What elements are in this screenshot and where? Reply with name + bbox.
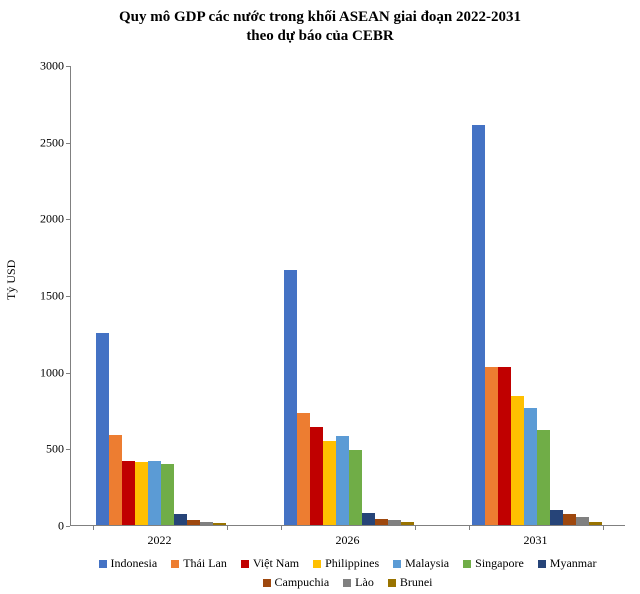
legend-label: Campuchia [275,575,330,590]
legend-label: Việt Nam [253,556,299,571]
x-tick-label: 2022 [148,533,172,548]
legend-item: Thái Lan [171,556,227,571]
x-tick-label: 2026 [336,533,360,548]
legend-label: Indonesia [111,556,158,571]
bar [550,510,563,525]
legend-swatch [99,560,107,568]
bar [310,427,323,525]
y-tick-label: 500 [24,442,64,457]
bar [362,513,375,525]
y-tick-label: 1500 [24,289,64,304]
y-tick-label: 0 [24,519,64,534]
bar [323,441,336,525]
y-tick-mark [66,296,70,297]
bar [401,522,414,525]
x-tick-mark [281,526,282,530]
y-tick-label: 3000 [24,59,64,74]
bar [161,464,174,525]
bar [388,520,401,525]
legend-item: Indonesia [99,556,158,571]
legend-swatch [463,560,471,568]
y-tick-mark [66,143,70,144]
y-tick-label: 2500 [24,135,64,150]
bar [485,367,498,525]
legend-item: Lào [343,575,374,590]
legend-label: Singapore [475,556,524,571]
bar [297,413,310,525]
y-tick-label: 2000 [24,212,64,227]
plot-area [70,66,625,526]
bar [498,367,511,525]
legend-item: Malaysia [393,556,449,571]
bar [576,517,589,525]
legend-item: Campuchia [263,575,330,590]
legend-swatch [343,579,351,587]
bar [174,514,187,525]
legend-swatch [171,560,179,568]
bar [187,520,200,525]
bar [524,408,537,525]
bar [472,125,485,525]
legend-item: Myanmar [538,556,597,571]
bar [589,522,602,525]
y-tick-label: 1000 [24,365,64,380]
bar [284,270,297,525]
y-tick-mark [66,373,70,374]
x-tick-mark [93,526,94,530]
legend-label: Malaysia [405,556,449,571]
bar [511,396,524,525]
chart-title: Quy mô GDP các nước trong khối ASEAN gia… [0,8,640,46]
chart-title-line1: Quy mô GDP các nước trong khối ASEAN gia… [0,8,640,27]
bar [563,514,576,525]
legend-swatch [241,560,249,568]
legend-item: Singapore [463,556,524,571]
x-tick-mark [227,526,228,530]
chart-title-line2: theo dự báo của CEBR [0,27,640,46]
bar [109,435,122,525]
y-tick-mark [66,219,70,220]
legend-swatch [538,560,546,568]
bar [537,430,550,525]
legend: Indonesia Thái Lan Việt Nam Philippines Mala… [70,556,625,590]
y-axis-label: Tỷ USD [4,260,19,300]
bar [122,461,135,525]
legend-label: Myanmar [550,556,597,571]
legend-label: Brunei [400,575,433,590]
legend-swatch [388,579,396,587]
legend-label: Lào [355,575,374,590]
legend-label: Thái Lan [183,556,227,571]
legend-item: Việt Nam [241,556,299,571]
bar [200,522,213,525]
x-tick-label: 2031 [524,533,548,548]
legend-item: Philippines [313,556,379,571]
bar [336,436,349,525]
legend-swatch [263,579,271,587]
bar [349,450,362,525]
y-tick-mark [66,449,70,450]
bar [135,462,148,525]
x-tick-mark [469,526,470,530]
bar [148,461,161,525]
y-tick-mark [66,66,70,67]
legend-label: Philippines [325,556,379,571]
x-tick-mark [415,526,416,530]
y-tick-mark [66,526,70,527]
x-tick-mark [603,526,604,530]
bar [96,333,109,525]
legend-swatch [313,560,321,568]
bar [213,523,226,525]
legend-swatch [393,560,401,568]
bar [375,519,388,525]
legend-item: Brunei [388,575,433,590]
